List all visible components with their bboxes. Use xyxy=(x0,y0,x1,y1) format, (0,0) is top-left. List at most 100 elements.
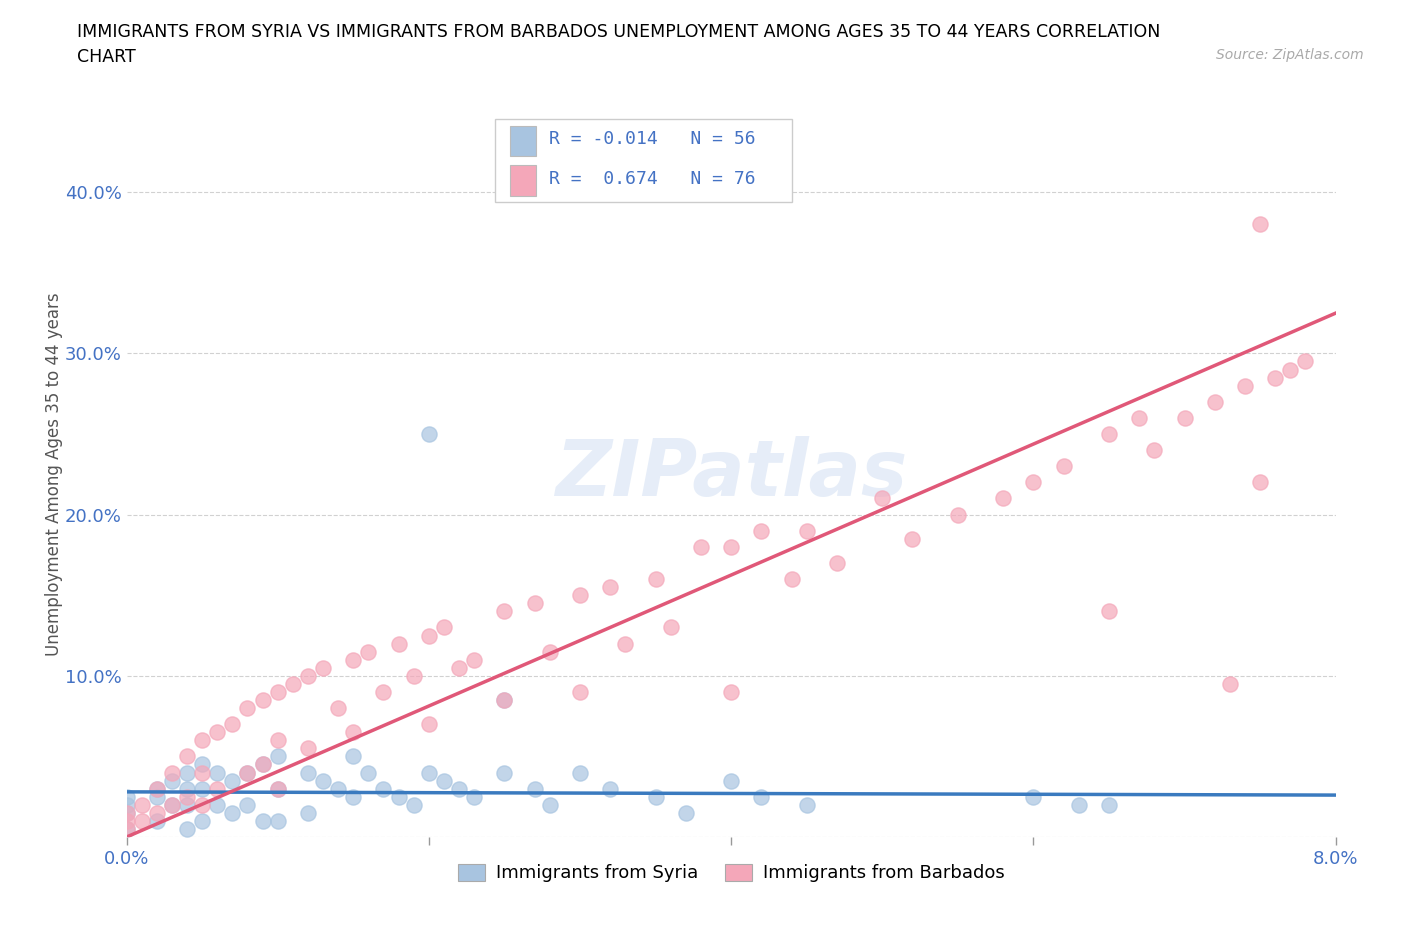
Point xyxy=(236,765,259,780)
Point xyxy=(146,790,169,804)
Point xyxy=(115,797,138,812)
Text: ZIPatlas: ZIPatlas xyxy=(555,436,907,512)
Point xyxy=(267,781,290,796)
Point xyxy=(538,644,561,659)
Point xyxy=(494,604,516,618)
Point xyxy=(523,596,546,611)
Point xyxy=(751,790,773,804)
Point xyxy=(494,693,516,708)
Text: R = -0.014   N = 56: R = -0.014 N = 56 xyxy=(548,130,755,148)
Point xyxy=(1053,458,1076,473)
Point xyxy=(115,821,138,836)
Point xyxy=(599,579,621,594)
Point xyxy=(796,524,818,538)
Point xyxy=(388,790,411,804)
Point xyxy=(538,797,561,812)
Point xyxy=(326,781,350,796)
Point xyxy=(326,700,350,715)
Point xyxy=(1204,394,1226,409)
Point xyxy=(1294,354,1316,369)
Point xyxy=(342,652,364,667)
Point xyxy=(796,797,818,812)
Point xyxy=(373,684,395,699)
Point xyxy=(176,790,198,804)
Point xyxy=(131,797,153,812)
Point xyxy=(1279,362,1302,377)
Point xyxy=(267,733,290,748)
Point xyxy=(205,797,228,812)
Point xyxy=(252,693,274,708)
Point xyxy=(433,620,456,635)
Point xyxy=(402,669,425,684)
Point xyxy=(463,652,485,667)
Point xyxy=(160,765,183,780)
Point xyxy=(418,717,440,732)
Point xyxy=(281,676,304,691)
Point xyxy=(252,814,274,829)
Point xyxy=(1143,443,1166,458)
Point xyxy=(599,781,621,796)
Text: IMMIGRANTS FROM SYRIA VS IMMIGRANTS FROM BARBADOS UNEMPLOYMENT AMONG AGES 35 TO : IMMIGRANTS FROM SYRIA VS IMMIGRANTS FROM… xyxy=(77,23,1161,41)
Point xyxy=(297,765,319,780)
Point xyxy=(115,805,138,820)
Point xyxy=(205,765,228,780)
Point xyxy=(236,765,259,780)
Point xyxy=(342,749,364,764)
Text: CHART: CHART xyxy=(77,48,136,66)
Point xyxy=(312,660,335,675)
Point xyxy=(115,805,138,820)
Point xyxy=(614,636,637,651)
Point xyxy=(342,724,364,739)
Point xyxy=(1128,410,1150,425)
Point xyxy=(221,717,243,732)
Point xyxy=(1022,790,1045,804)
Point xyxy=(146,805,169,820)
Point xyxy=(221,805,243,820)
Point xyxy=(659,620,682,635)
Point xyxy=(267,814,290,829)
Point xyxy=(433,773,456,788)
Point xyxy=(373,781,395,796)
Legend: Immigrants from Syria, Immigrants from Barbados: Immigrants from Syria, Immigrants from B… xyxy=(450,857,1012,890)
Point xyxy=(720,773,742,788)
Point xyxy=(297,741,319,756)
Point xyxy=(1234,379,1257,393)
Point xyxy=(1264,370,1286,385)
Point xyxy=(418,765,440,780)
Point xyxy=(160,773,183,788)
Point xyxy=(191,765,214,780)
Point xyxy=(267,684,290,699)
Point xyxy=(901,531,924,546)
Point xyxy=(176,821,198,836)
Text: Source: ZipAtlas.com: Source: ZipAtlas.com xyxy=(1216,48,1364,62)
Point xyxy=(236,700,259,715)
Point xyxy=(191,781,214,796)
Point xyxy=(160,797,183,812)
Point xyxy=(494,765,516,780)
Point xyxy=(568,765,592,780)
Point xyxy=(568,588,592,603)
Point xyxy=(146,814,169,829)
Point xyxy=(644,790,666,804)
Point xyxy=(689,539,711,554)
Point xyxy=(494,693,516,708)
Point xyxy=(463,790,485,804)
Point xyxy=(191,797,214,812)
Point xyxy=(872,491,894,506)
Point xyxy=(115,821,138,836)
Point xyxy=(252,757,274,772)
Point xyxy=(191,757,214,772)
Point xyxy=(342,790,364,804)
Point xyxy=(780,572,803,587)
Point xyxy=(1174,410,1197,425)
Y-axis label: Unemployment Among Ages 35 to 44 years: Unemployment Among Ages 35 to 44 years xyxy=(45,293,63,656)
Point xyxy=(447,660,470,675)
Point xyxy=(115,790,138,804)
Point xyxy=(523,781,546,796)
Point xyxy=(751,524,773,538)
Point xyxy=(825,555,848,570)
Point xyxy=(176,749,198,764)
Bar xyxy=(510,126,537,156)
Point xyxy=(1067,797,1090,812)
Text: R =  0.674   N = 76: R = 0.674 N = 76 xyxy=(548,170,755,188)
